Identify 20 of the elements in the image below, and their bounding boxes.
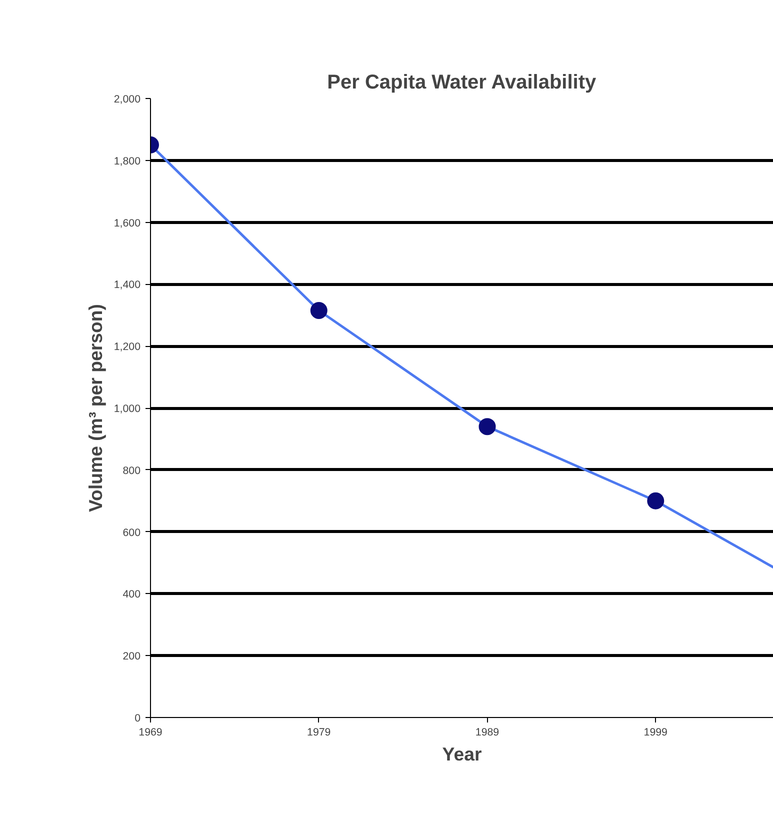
x-axis-title: Year [442, 744, 482, 764]
y-tick-label: 200 [122, 650, 141, 663]
x-tick-label: 1969 [138, 726, 162, 738]
y-tick-label: 1,400 [114, 279, 141, 292]
y-tick-label: 600 [122, 526, 141, 539]
x-tick-label: 1989 [475, 726, 500, 738]
y-axis-title: Volume (m³ per person) [84, 304, 106, 512]
y-tick-label: 800 [122, 464, 141, 477]
x-tick-label: 1979 [307, 726, 331, 738]
point [647, 492, 664, 510]
y-tick-label: 2,000 [114, 94, 141, 106]
y-tick-label: 1,200 [114, 341, 141, 354]
y-tick-label: 1,800 [114, 155, 141, 168]
chart-title: Per Capita Water Availability [327, 72, 597, 94]
y-tick-label: 1,000 [114, 403, 141, 415]
y-tick-label: 0 [134, 712, 141, 724]
y-tick-label: 1,600 [114, 217, 141, 230]
point [478, 418, 496, 436]
x-tick-label: 1999 [644, 726, 668, 738]
y-tick-label: 400 [122, 588, 141, 601]
